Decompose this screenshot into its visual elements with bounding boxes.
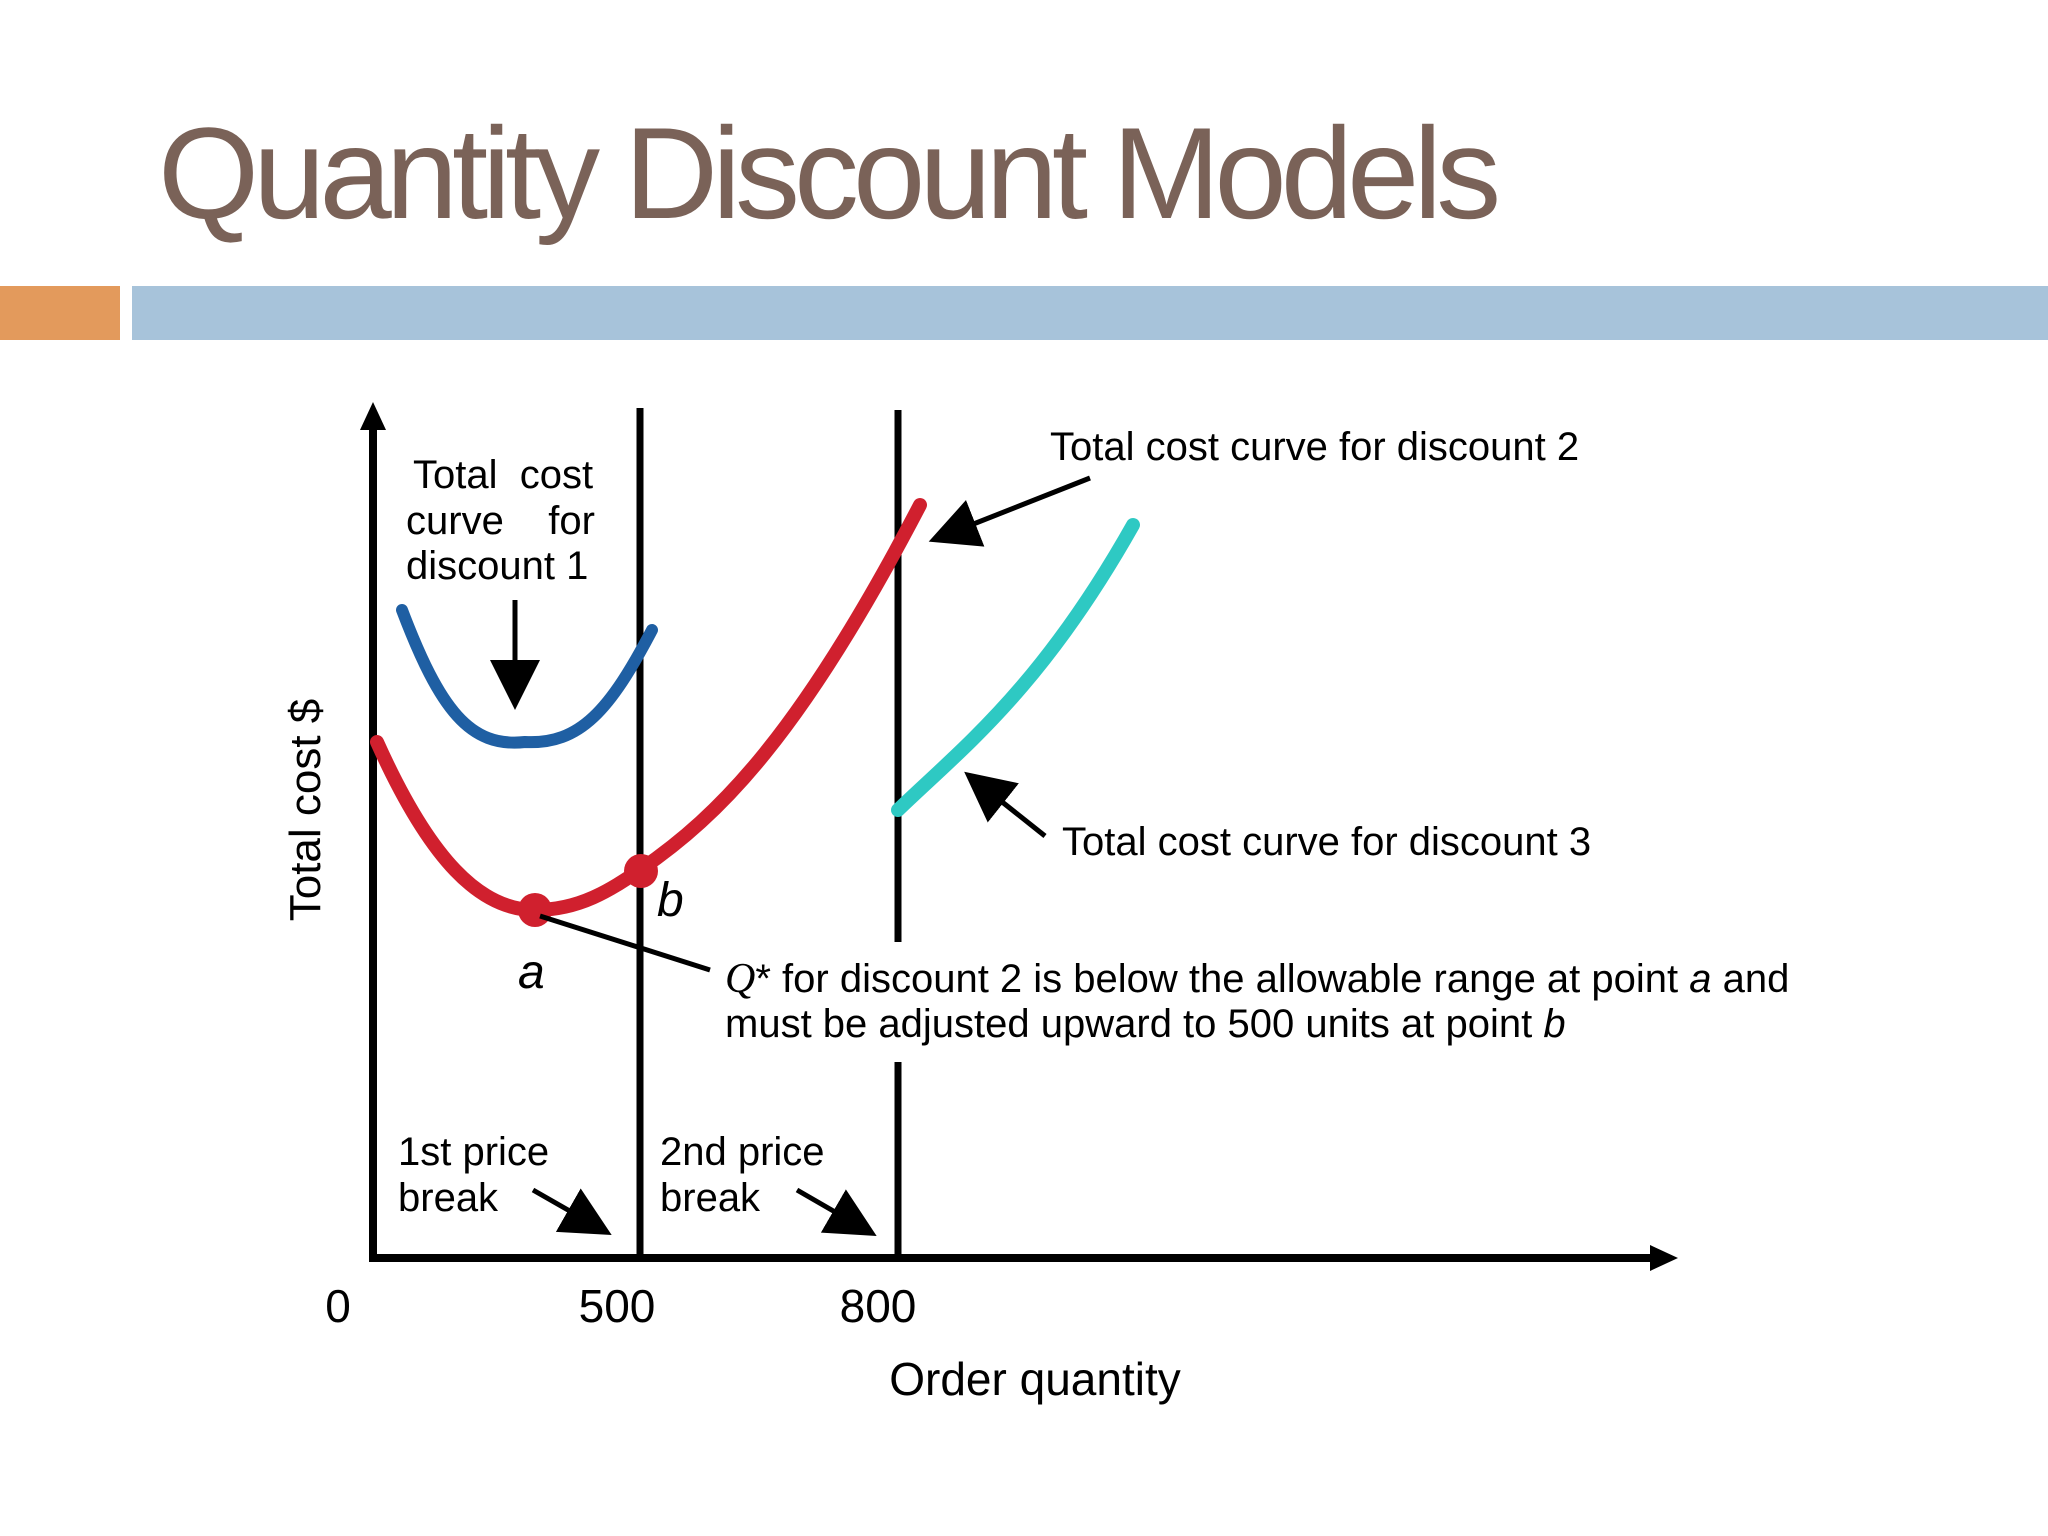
curve1-label-line2: curve for	[406, 499, 595, 543]
y-axis-arrow-icon	[360, 402, 386, 430]
curve2-label: Total cost curve for discount 2	[1050, 425, 1579, 469]
note-line1-a: a	[1689, 957, 1711, 1001]
x-tick-0: 0	[325, 1280, 351, 1332]
curve-discount-1	[396, 604, 658, 749]
curve-discount-3	[891, 518, 1140, 817]
x-axis-label: Order quantity	[889, 1353, 1180, 1405]
note-line1-rest: * for discount 2 is below the allowable …	[755, 957, 1689, 1001]
x-tick-800: 800	[840, 1280, 917, 1332]
x-tick-500: 500	[579, 1280, 656, 1332]
break1-line1: 1st price	[398, 1130, 549, 1174]
curve1-label-line1: Total cost	[413, 453, 593, 497]
break2-line1: 2nd price	[660, 1130, 825, 1174]
point-a-marker	[518, 893, 552, 927]
accent-bar-orange	[0, 286, 120, 340]
curve3-label: Total cost curve for discount 3	[1062, 820, 1591, 864]
break2-line2: break	[660, 1176, 761, 1220]
arrow-curve2	[928, 475, 1091, 547]
note-line1: Q* for discount 2 is below the allowable…	[725, 956, 1789, 1002]
break1-line2: break	[398, 1176, 499, 1220]
arrow-curve3	[964, 771, 1047, 838]
note-line2-b: b	[1543, 1002, 1565, 1046]
slide-title: Quantity Discount Models	[158, 100, 1501, 246]
note-line2-text: must be adjusted upward to 500 units at …	[725, 1002, 1543, 1046]
x-axis-arrow-icon	[1650, 1245, 1678, 1271]
point-b-label: b	[657, 874, 684, 927]
note-line2: must be adjusted upward to 500 units at …	[725, 1002, 1566, 1046]
curve1-label-line3: discount 1	[406, 544, 588, 588]
accent-bar-blue	[132, 286, 2048, 340]
point-a-label: a	[518, 946, 545, 999]
curve-discount-2	[370, 498, 927, 918]
arrow-break2	[795, 1187, 877, 1237]
note-leader-line	[539, 913, 711, 973]
point-b-marker	[624, 854, 658, 888]
note-line1-end: and	[1712, 957, 1790, 1001]
arrow-break1	[531, 1187, 612, 1235]
note-q: Q	[725, 956, 755, 1002]
y-axis-label: Total cost $	[281, 699, 330, 922]
